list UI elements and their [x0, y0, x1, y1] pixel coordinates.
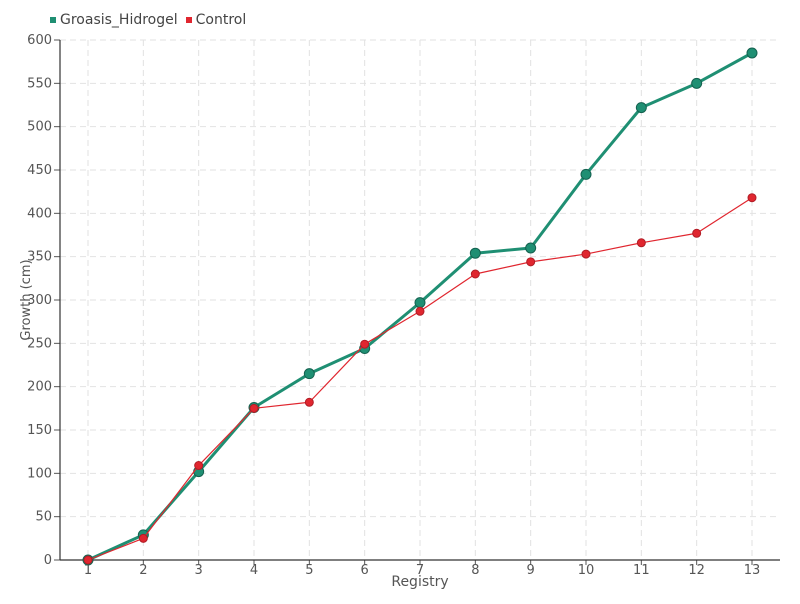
- y-tick-label: 500: [27, 120, 52, 135]
- legend-swatch-groasis-hidrogel: [50, 17, 56, 23]
- y-tick-label: 300: [27, 293, 52, 308]
- x-tick-label: 3: [195, 563, 203, 578]
- x-tick-label: 2: [139, 563, 147, 578]
- legend: Groasis_Hidrogel Control: [50, 12, 246, 28]
- data-point-control: [360, 339, 370, 349]
- x-tick-label: 1: [84, 563, 92, 578]
- y-tick-label: 600: [27, 33, 52, 48]
- data-point-control: [581, 249, 591, 259]
- x-tick-label: 4: [250, 563, 258, 578]
- data-point-control: [470, 269, 480, 279]
- x-tick-label: 7: [416, 563, 424, 578]
- data-point-control: [249, 403, 259, 413]
- data-point-control: [636, 238, 646, 248]
- y-tick-label: 50: [35, 510, 52, 525]
- data-point-control: [692, 228, 702, 238]
- data-point-control: [747, 193, 757, 203]
- y-tick-label: 100: [27, 466, 52, 481]
- y-tick-label: 250: [27, 336, 52, 351]
- grid-layer: [60, 39, 780, 561]
- legend-swatch-control: [185, 17, 192, 23]
- data-point-control: [526, 257, 536, 267]
- y-tick-label: 550: [27, 76, 52, 91]
- x-tick-label: 12: [688, 563, 705, 578]
- y-tick-label: 400: [27, 206, 52, 221]
- data-point-control: [304, 397, 314, 407]
- legend-item-groasis-hidrogel: Groasis_Hidrogel: [50, 12, 178, 28]
- y-tick-label: 150: [27, 423, 52, 438]
- data-point-control: [415, 306, 425, 316]
- legend-label-groasis-hidrogel: Groasis_Hidrogel: [60, 12, 178, 28]
- y-tick-label: 200: [27, 380, 52, 395]
- legend-label-control: Control: [195, 12, 247, 28]
- y-tick-label: 0: [44, 553, 52, 568]
- x-tick-label: 13: [744, 563, 761, 578]
- series-layer: [82, 47, 758, 566]
- data-point-groasis-hidrogel: [635, 102, 647, 114]
- x-tick-label: 5: [305, 563, 313, 578]
- data-point-groasis-hidrogel: [303, 368, 315, 380]
- data-point-groasis-hidrogel: [525, 242, 537, 254]
- x-tick-label: 9: [527, 563, 535, 578]
- data-point-groasis-hidrogel: [746, 47, 758, 59]
- data-point-control: [138, 533, 148, 543]
- y-tick-label: 450: [27, 163, 52, 178]
- legend-item-control: Control: [185, 12, 247, 28]
- x-tick-label: 8: [471, 563, 479, 578]
- data-point-groasis-hidrogel: [414, 297, 426, 309]
- data-point-groasis-hidrogel: [469, 247, 481, 259]
- data-point-groasis-hidrogel: [580, 168, 592, 180]
- data-point-control: [194, 461, 204, 471]
- y-axis-label: Growth (cm): [19, 259, 34, 340]
- y-tick-label: 350: [27, 250, 52, 265]
- data-point-control: [83, 555, 93, 565]
- x-axis-label: Registry: [391, 574, 448, 590]
- data-point-groasis-hidrogel: [691, 77, 703, 89]
- x-tick-label: 10: [578, 563, 595, 578]
- x-tick-label: 6: [361, 563, 369, 578]
- x-tick-label: 11: [633, 563, 650, 578]
